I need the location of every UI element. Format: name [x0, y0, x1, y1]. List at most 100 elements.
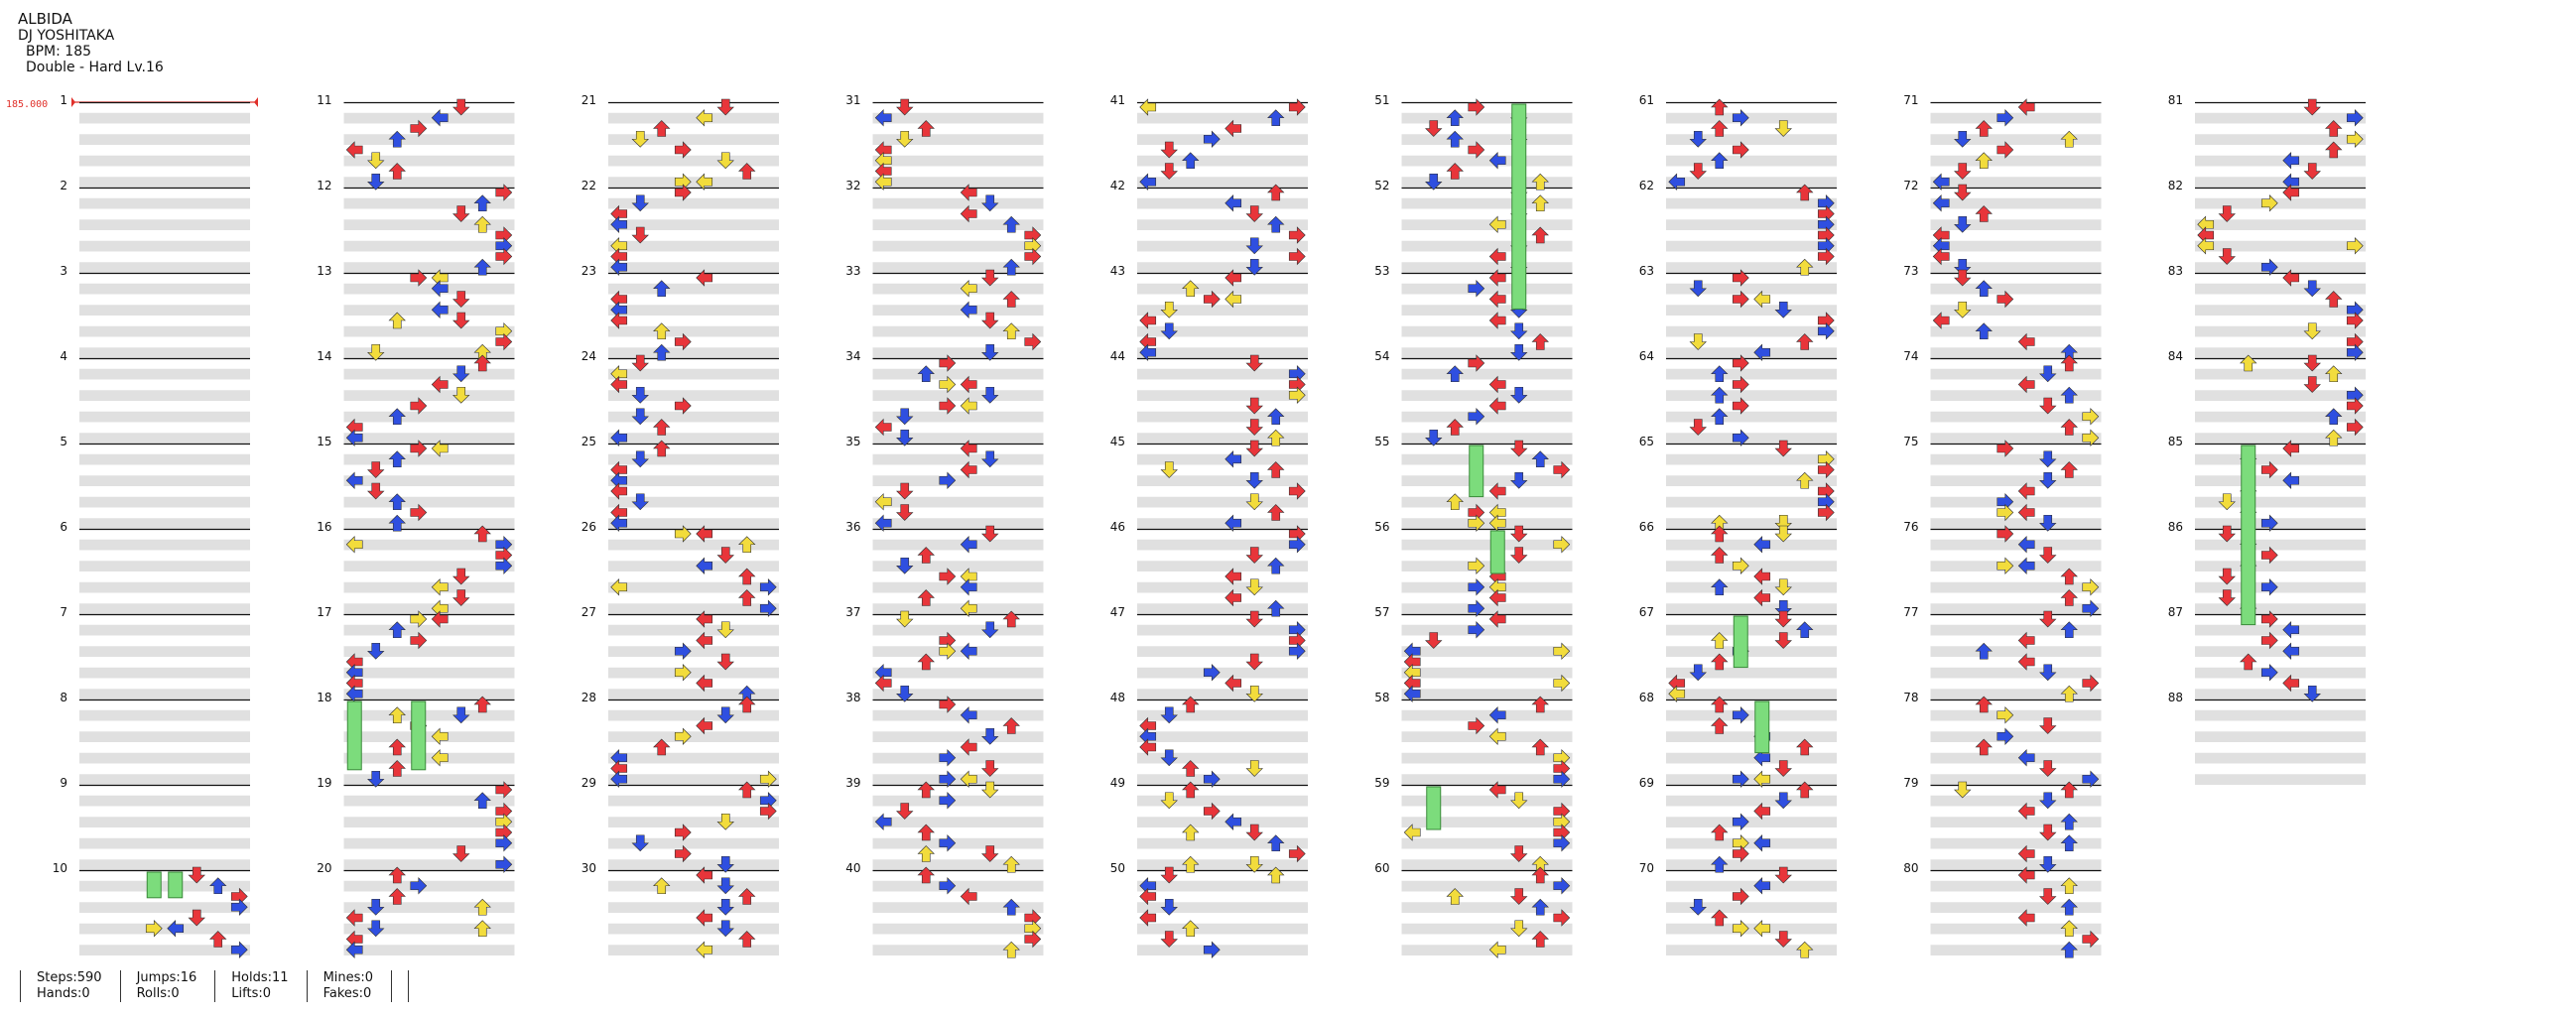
beat-stripe	[872, 667, 1044, 679]
step-arrow	[960, 738, 977, 756]
beat-stripe	[79, 880, 250, 892]
step-arrow	[610, 578, 628, 596]
step-arrow	[1975, 322, 1993, 340]
step-arrow	[939, 375, 957, 394]
beat-stripe	[1401, 325, 1573, 337]
beat-stripe	[1930, 112, 2102, 124]
beat-stripe	[79, 945, 250, 955]
step-arrow	[2039, 514, 2057, 532]
step-arrow	[2240, 653, 2257, 671]
step-arrow	[981, 727, 999, 745]
step-arrow	[188, 866, 205, 884]
beat-stripe	[79, 581, 250, 593]
beat-stripe	[1930, 817, 2102, 827]
step-arrow	[1996, 525, 2014, 543]
step-arrow	[167, 920, 185, 938]
step-arrow	[2039, 855, 2057, 873]
step-arrow	[2260, 194, 2278, 212]
step-arrow	[1267, 109, 1285, 127]
beat-stripe	[79, 689, 250, 699]
step-arrow	[1203, 941, 1221, 958]
step-arrow	[610, 215, 628, 233]
step-arrow	[1510, 386, 1528, 404]
stat-steps: Steps:590	[37, 970, 102, 985]
beat-stripe	[1666, 325, 1837, 337]
step-arrow	[1160, 163, 1178, 180]
step-arrow	[1553, 460, 1571, 479]
step-arrow	[1668, 173, 1686, 190]
step-arrow	[1002, 215, 1020, 233]
beat-stripe	[2195, 155, 2366, 167]
note-layer	[145, 98, 2364, 958]
step-arrow	[1553, 674, 1571, 693]
step-arrow	[1817, 247, 1835, 266]
step-arrow	[2082, 429, 2100, 446]
step-arrow	[2282, 642, 2300, 660]
measure-number: 48	[1110, 691, 1125, 704]
step-arrow	[1245, 440, 1263, 457]
measure-number: 39	[845, 776, 860, 790]
step-arrow	[1689, 898, 1707, 916]
beat-stripe	[608, 752, 779, 764]
beat-stripe	[1401, 453, 1573, 465]
step-arrow	[230, 898, 248, 916]
beat-stripe	[343, 581, 515, 593]
beat-stripe	[1930, 859, 2102, 870]
step-arrow	[2303, 280, 2321, 298]
step-arrow	[917, 781, 935, 799]
step-arrow	[230, 941, 248, 958]
step-arrow	[2017, 536, 2035, 554]
beat-stripe	[1137, 112, 1308, 124]
beat-stripe	[2195, 305, 2366, 316]
beat-stripe	[608, 837, 779, 849]
beat-stripe	[1666, 667, 1837, 679]
step-arrow	[1139, 909, 1157, 927]
beat-stripe	[79, 433, 250, 444]
beat-stripe	[608, 774, 779, 785]
beat-stripe	[1137, 624, 1308, 636]
step-arrow	[1245, 760, 1263, 777]
step-arrow	[1711, 98, 1729, 116]
step-arrow	[759, 802, 777, 821]
step-arrow	[1288, 536, 1306, 554]
step-arrow	[1446, 888, 1464, 905]
step-arrow	[674, 184, 692, 201]
beat-stripe	[2195, 752, 2366, 764]
step-arrow	[2060, 621, 2078, 639]
beat-stripe	[343, 325, 515, 337]
beat-stripe	[343, 689, 515, 699]
measure-number: 22	[581, 179, 596, 192]
step-arrow	[1510, 792, 1528, 810]
step-arrow	[610, 482, 628, 500]
step-arrow	[1932, 194, 1950, 212]
step-arrow	[1139, 312, 1157, 329]
step-arrow	[2282, 440, 2300, 457]
step-arrow	[410, 440, 428, 457]
measure-number: 14	[317, 349, 331, 363]
step-arrow	[1245, 354, 1263, 372]
measure-number: 33	[845, 264, 860, 278]
beat-stripe	[872, 347, 1044, 358]
beat-stripe	[1401, 177, 1573, 188]
beat-stripe	[608, 539, 779, 551]
step-arrow	[1996, 141, 2014, 159]
step-arrow	[1245, 471, 1263, 489]
chart-difficulty: Double - Hard Lv.16	[26, 60, 164, 75]
beat-stripe	[2195, 283, 2366, 295]
stat-hands: Hands:0	[37, 986, 90, 1001]
step-arrow	[2282, 471, 2300, 489]
beat-stripe	[343, 475, 515, 486]
beat-stripe	[1401, 347, 1573, 358]
step-arrow	[1002, 941, 1020, 958]
step-arrow	[367, 461, 385, 478]
step-arrow	[473, 920, 491, 938]
hold-note	[346, 700, 362, 771]
step-arrow	[960, 184, 977, 201]
beat-stripe	[1930, 411, 2102, 423]
step-arrow	[2039, 717, 2057, 734]
measure-number: 64	[1639, 349, 1654, 363]
beat-stripe	[1137, 390, 1308, 401]
beat-stripe	[872, 646, 1044, 657]
measure-number: 69	[1639, 776, 1654, 790]
step-arrow	[1774, 610, 1792, 628]
